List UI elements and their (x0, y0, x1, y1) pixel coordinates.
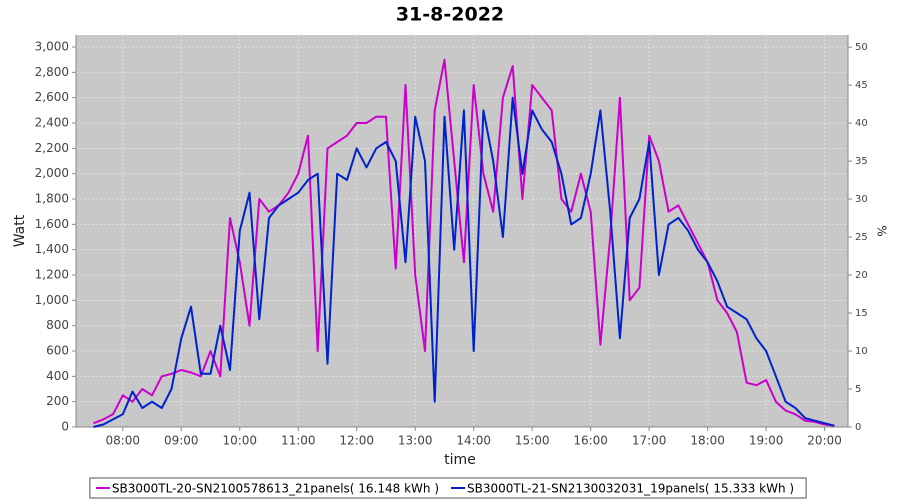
y-tick-label: 1,600 (35, 217, 69, 231)
x-tick-label: 15:00 (515, 434, 550, 448)
y2-tick-label: 15 (855, 308, 868, 319)
x-tick-label: 08:00 (105, 434, 140, 448)
legend-box (89, 477, 807, 499)
y-axis-label: Watt (12, 214, 28, 247)
y2-axis: 0 5 10 15 20 25 30 35 40 45 50 (848, 42, 868, 433)
y2-tick-label: 50 (855, 42, 868, 53)
series-line (93, 58, 835, 427)
y-tick-label: 2,200 (35, 141, 69, 155)
y-tick-label: 1,800 (35, 192, 69, 206)
y-tick-label: 3,000 (35, 40, 69, 54)
y-tick-label: 200 (46, 394, 69, 408)
chart-title: 31-8-2022 (396, 4, 504, 26)
y2-tick-label: 5 (855, 384, 861, 395)
x-tick-label: 13:00 (398, 434, 433, 448)
y2-tick-label: 45 (855, 80, 868, 91)
y2-tick-label: 35 (855, 156, 868, 167)
y-tick-label: 400 (46, 369, 69, 383)
y2-tick-label: 0 (855, 422, 861, 433)
y-tick-label: 2,800 (35, 65, 69, 79)
y2-tick-label: 40 (855, 118, 868, 129)
y2-tick-label: 30 (855, 194, 868, 205)
y2-tick-label: 25 (855, 232, 868, 243)
y-tick-label: 2,400 (35, 116, 69, 130)
y-tick-label: 2,000 (35, 166, 69, 180)
series-line (93, 96, 835, 428)
x-axis-label: time (444, 452, 476, 468)
x-tick-label: 12:00 (339, 434, 374, 448)
plot-background (76, 35, 848, 427)
x-tick-label: 11:00 (281, 434, 316, 448)
y-tick-label: 2,600 (35, 90, 69, 104)
x-tick-label: 18:00 (690, 434, 725, 448)
y2-tick-label: 20 (855, 270, 868, 281)
legend-label: SB3000TL-21-SN2130032031_19panels( 15.33… (467, 482, 794, 496)
x-tick-label: 19:00 (749, 434, 784, 448)
y-tick-label: 1,000 (35, 293, 69, 307)
x-tick-label: 20:00 (807, 434, 842, 448)
x-tick-label: 10:00 (222, 434, 257, 448)
x-tick-label: 16:00 (573, 434, 608, 448)
x-tick-label: 17:00 (632, 434, 667, 448)
y2-tick-label: 10 (855, 346, 868, 357)
legend-label: SB3000TL-20-SN2100578613_21panels( 16.14… (112, 482, 439, 496)
x-tick-label: 09:00 (164, 434, 199, 448)
legend: SB3000TL-20-SN2100578613_21panels( 16.14… (89, 477, 807, 499)
y-tick-label: 800 (46, 318, 69, 332)
y-tick-label: 1,400 (35, 242, 69, 256)
y2-axis-label: % (875, 225, 889, 236)
y-tick-label: 1,200 (35, 268, 69, 282)
y-tick-label: 0 (61, 420, 69, 434)
y-tick-label: 600 (46, 344, 69, 358)
x-tick-label: 14:00 (456, 434, 491, 448)
